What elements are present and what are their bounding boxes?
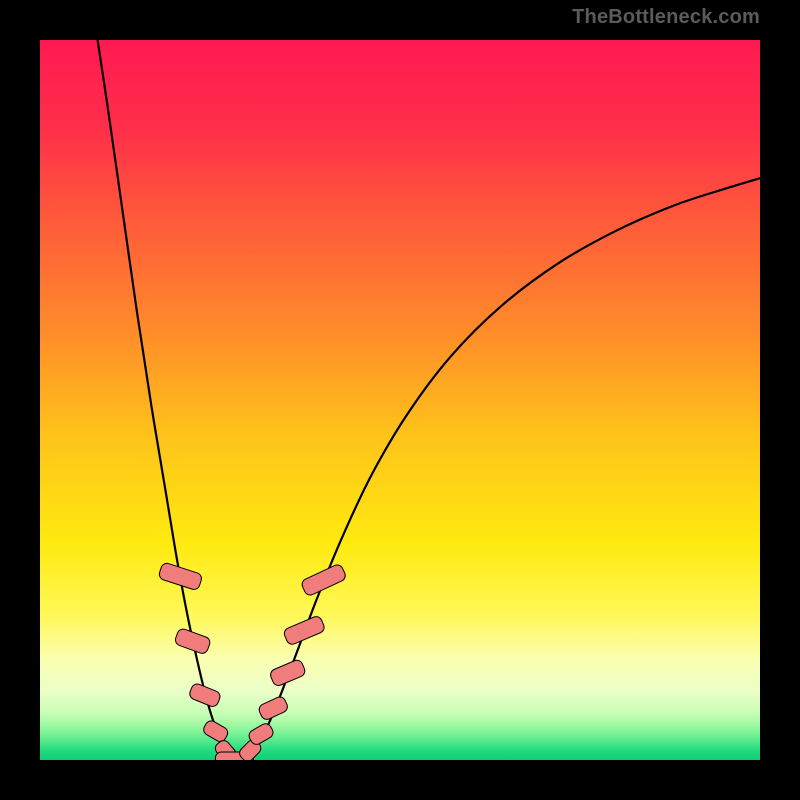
stage: TheBottleneck.com: [0, 0, 800, 800]
chart-background: [40, 40, 760, 760]
bottleneck-curve-chart: [40, 40, 760, 760]
watermark-text: TheBottleneck.com: [572, 6, 760, 29]
plot-area: [40, 40, 760, 760]
